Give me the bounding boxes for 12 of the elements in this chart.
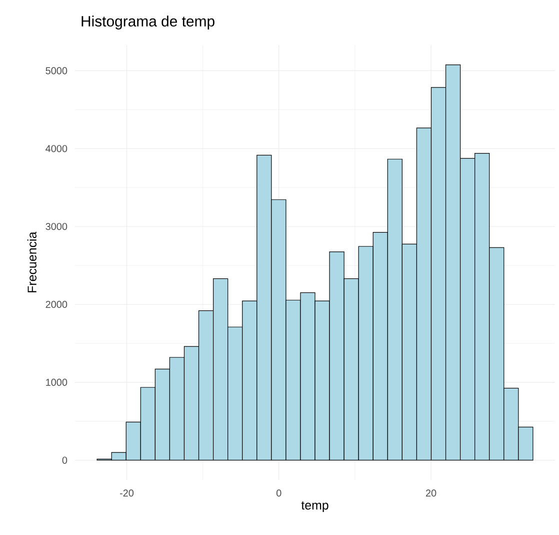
x-tick-label: 20 — [426, 490, 436, 497]
x-axis-title: temp — [301, 501, 328, 512]
chart-title: Histograma de temp — [82, 16, 214, 30]
y-tick-label: 0 — [62, 456, 68, 464]
x-tick-label: -20 — [120, 490, 134, 497]
y-axis-title: Frecuencia — [27, 232, 36, 292]
y-tick-label: 5000 — [46, 67, 68, 74]
y-tick-label: 1000 — [46, 378, 68, 386]
y-tick-label: 4000 — [46, 145, 68, 152]
y-tick-label: 3000 — [46, 222, 68, 230]
y-tick-label: 2000 — [46, 300, 68, 308]
x-tick-label: 0 — [276, 490, 282, 497]
